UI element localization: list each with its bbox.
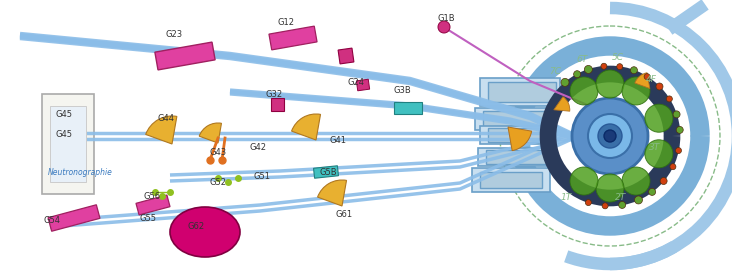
Circle shape: [644, 74, 650, 80]
Wedge shape: [199, 123, 222, 143]
Circle shape: [584, 66, 592, 73]
Circle shape: [561, 78, 569, 86]
Wedge shape: [146, 116, 177, 144]
Circle shape: [438, 21, 450, 33]
Bar: [488, 128, 548, 142]
Bar: [42, 94, 94, 194]
Circle shape: [570, 167, 598, 195]
Text: 3T: 3T: [649, 144, 660, 153]
Bar: [480, 126, 556, 144]
Circle shape: [656, 83, 663, 90]
Circle shape: [586, 200, 591, 206]
Text: G44: G44: [157, 114, 174, 123]
Text: G23: G23: [165, 30, 182, 39]
Circle shape: [598, 124, 622, 148]
Circle shape: [617, 64, 623, 70]
Text: G3B: G3B: [393, 86, 411, 95]
Circle shape: [619, 202, 626, 208]
Bar: [356, 79, 370, 91]
Text: 7C: 7C: [549, 67, 561, 76]
Circle shape: [596, 174, 624, 202]
Circle shape: [588, 114, 632, 158]
Circle shape: [670, 164, 676, 170]
Circle shape: [645, 104, 673, 132]
Bar: [48, 205, 100, 231]
Bar: [136, 195, 170, 215]
Text: G41: G41: [330, 136, 347, 145]
Bar: [271, 97, 283, 110]
Text: G52: G52: [210, 178, 227, 187]
Circle shape: [604, 130, 616, 142]
Text: G43: G43: [210, 148, 227, 157]
Text: G1B: G1B: [437, 14, 455, 23]
Circle shape: [645, 140, 673, 168]
Bar: [338, 48, 354, 64]
Wedge shape: [318, 180, 346, 206]
Circle shape: [622, 77, 650, 105]
Text: G5B: G5B: [320, 168, 337, 177]
Circle shape: [660, 178, 667, 184]
Wedge shape: [291, 114, 321, 140]
Bar: [269, 26, 317, 50]
Circle shape: [602, 203, 608, 209]
Circle shape: [673, 111, 680, 118]
Bar: [475, 108, 553, 130]
Circle shape: [635, 196, 643, 204]
Circle shape: [574, 71, 580, 78]
Circle shape: [601, 63, 607, 69]
Circle shape: [676, 147, 681, 154]
Text: G55: G55: [140, 214, 157, 223]
Text: G54: G54: [43, 216, 60, 225]
Circle shape: [676, 126, 683, 133]
Bar: [313, 166, 338, 178]
Circle shape: [622, 167, 650, 195]
Wedge shape: [635, 73, 650, 88]
Bar: [488, 82, 556, 102]
Circle shape: [570, 77, 598, 105]
Bar: [472, 168, 550, 192]
Bar: [483, 111, 547, 127]
Circle shape: [572, 98, 648, 174]
Bar: [478, 148, 554, 166]
Bar: [155, 42, 215, 70]
Circle shape: [666, 96, 673, 102]
Text: G24: G24: [348, 78, 365, 87]
Text: 2T: 2T: [616, 193, 627, 202]
Text: G45: G45: [55, 110, 72, 119]
Text: 4F: 4F: [646, 76, 657, 85]
Text: 6T: 6T: [576, 55, 588, 64]
Text: G45: G45: [55, 130, 72, 139]
Circle shape: [596, 70, 624, 98]
Text: G61: G61: [336, 210, 353, 219]
Text: G42: G42: [250, 143, 267, 152]
Circle shape: [630, 67, 638, 74]
Text: G56: G56: [143, 192, 160, 201]
Text: G32: G32: [265, 90, 282, 99]
Ellipse shape: [170, 207, 240, 257]
Bar: [394, 102, 422, 114]
Bar: [480, 172, 542, 188]
Text: 1T: 1T: [561, 193, 572, 202]
Circle shape: [649, 188, 656, 195]
Text: G12: G12: [278, 18, 295, 27]
Bar: [486, 150, 548, 164]
Text: Neutronographie: Neutronographie: [48, 168, 113, 177]
Text: G62: G62: [188, 222, 205, 231]
Bar: [50, 106, 86, 182]
Bar: [480, 78, 560, 106]
Text: 5C: 5C: [612, 54, 624, 63]
Wedge shape: [554, 97, 569, 111]
Text: G51: G51: [253, 172, 270, 181]
Wedge shape: [508, 127, 531, 151]
